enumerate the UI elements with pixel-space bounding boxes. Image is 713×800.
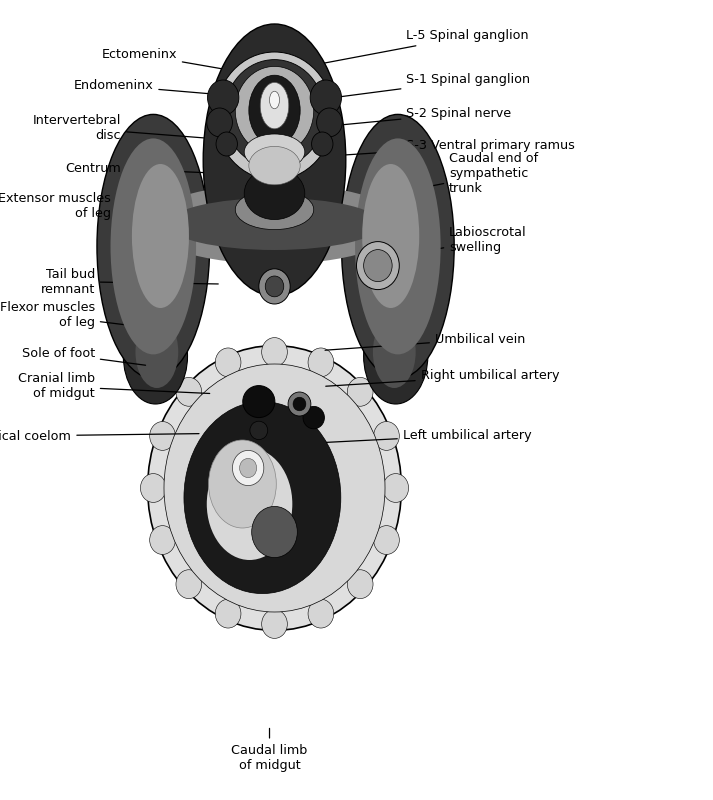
Ellipse shape	[207, 448, 292, 560]
Ellipse shape	[242, 386, 275, 418]
Circle shape	[164, 364, 385, 612]
Text: Umbilical coelom: Umbilical coelom	[0, 430, 199, 442]
Circle shape	[374, 422, 399, 450]
Circle shape	[240, 458, 257, 478]
Circle shape	[207, 108, 232, 137]
Circle shape	[150, 526, 175, 554]
Text: Left umbilical artery: Left umbilical artery	[313, 429, 531, 443]
Ellipse shape	[203, 24, 346, 296]
Ellipse shape	[249, 75, 300, 146]
Circle shape	[259, 269, 290, 304]
Text: Centrum: Centrum	[66, 162, 245, 174]
Text: Sole of foot: Sole of foot	[21, 347, 145, 366]
Circle shape	[308, 599, 334, 628]
Circle shape	[310, 80, 342, 115]
Ellipse shape	[270, 91, 279, 109]
Ellipse shape	[303, 406, 324, 429]
Ellipse shape	[362, 164, 419, 308]
Ellipse shape	[123, 308, 188, 404]
Ellipse shape	[293, 397, 306, 411]
Text: Ectomeninx: Ectomeninx	[101, 48, 256, 74]
Ellipse shape	[373, 316, 416, 388]
Circle shape	[215, 348, 241, 377]
Ellipse shape	[235, 66, 314, 154]
Ellipse shape	[111, 138, 196, 354]
Circle shape	[383, 474, 409, 502]
Circle shape	[252, 506, 297, 558]
Circle shape	[150, 422, 175, 450]
Circle shape	[347, 570, 373, 598]
Ellipse shape	[342, 114, 454, 378]
Circle shape	[265, 276, 284, 297]
Ellipse shape	[250, 421, 268, 439]
Ellipse shape	[135, 316, 178, 388]
Ellipse shape	[244, 168, 305, 219]
Text: Endomeninx: Endomeninx	[73, 79, 252, 98]
Ellipse shape	[168, 198, 381, 250]
Circle shape	[364, 250, 392, 282]
Circle shape	[312, 132, 333, 156]
Ellipse shape	[225, 60, 324, 168]
Text: Tail bud
remnant: Tail bud remnant	[41, 267, 218, 296]
Text: Umbilical vein: Umbilical vein	[325, 333, 525, 350]
Circle shape	[262, 338, 287, 366]
Text: Cranial limb
of midgut: Cranial limb of midgut	[18, 372, 210, 400]
Circle shape	[232, 450, 264, 486]
Circle shape	[347, 378, 373, 406]
Circle shape	[176, 378, 202, 406]
Ellipse shape	[288, 392, 311, 416]
Circle shape	[308, 348, 334, 377]
Ellipse shape	[184, 402, 341, 594]
Circle shape	[215, 599, 241, 628]
Text: L-5 Spinal ganglion: L-5 Spinal ganglion	[322, 30, 529, 63]
Circle shape	[176, 570, 202, 598]
Ellipse shape	[215, 52, 333, 180]
Ellipse shape	[364, 308, 428, 404]
Ellipse shape	[146, 184, 403, 264]
Circle shape	[140, 474, 166, 502]
Text: S-1 Spinal ganglion: S-1 Spinal ganglion	[337, 74, 530, 98]
Ellipse shape	[235, 190, 314, 230]
Circle shape	[216, 132, 237, 156]
Circle shape	[148, 346, 401, 630]
Text: Labioscrotal
swelling: Labioscrotal swelling	[386, 226, 527, 258]
Text: Intervertebral
disc: Intervertebral disc	[33, 114, 238, 142]
Ellipse shape	[249, 146, 300, 185]
Text: Caudal end of
sympathetic
trunk: Caudal end of sympathetic trunk	[388, 152, 538, 195]
Ellipse shape	[132, 164, 189, 308]
Ellipse shape	[260, 82, 289, 129]
Text: S-3 Ventral primary ramus: S-3 Ventral primary ramus	[344, 139, 575, 155]
Circle shape	[262, 610, 287, 638]
Circle shape	[317, 108, 342, 137]
Ellipse shape	[208, 440, 277, 528]
Ellipse shape	[97, 114, 210, 378]
Text: S-2 Spinal nerve: S-2 Spinal nerve	[337, 107, 511, 126]
Circle shape	[356, 242, 399, 290]
Ellipse shape	[355, 138, 441, 354]
Text: Extensor muscles
of leg: Extensor muscles of leg	[0, 192, 174, 222]
Text: Caudal limb
of midgut: Caudal limb of midgut	[231, 728, 308, 771]
Text: Right umbilical artery: Right umbilical artery	[326, 370, 559, 386]
Circle shape	[207, 80, 239, 115]
Circle shape	[374, 526, 399, 554]
Text: Flexor muscles
of leg: Flexor muscles of leg	[0, 301, 168, 330]
Ellipse shape	[244, 134, 305, 170]
